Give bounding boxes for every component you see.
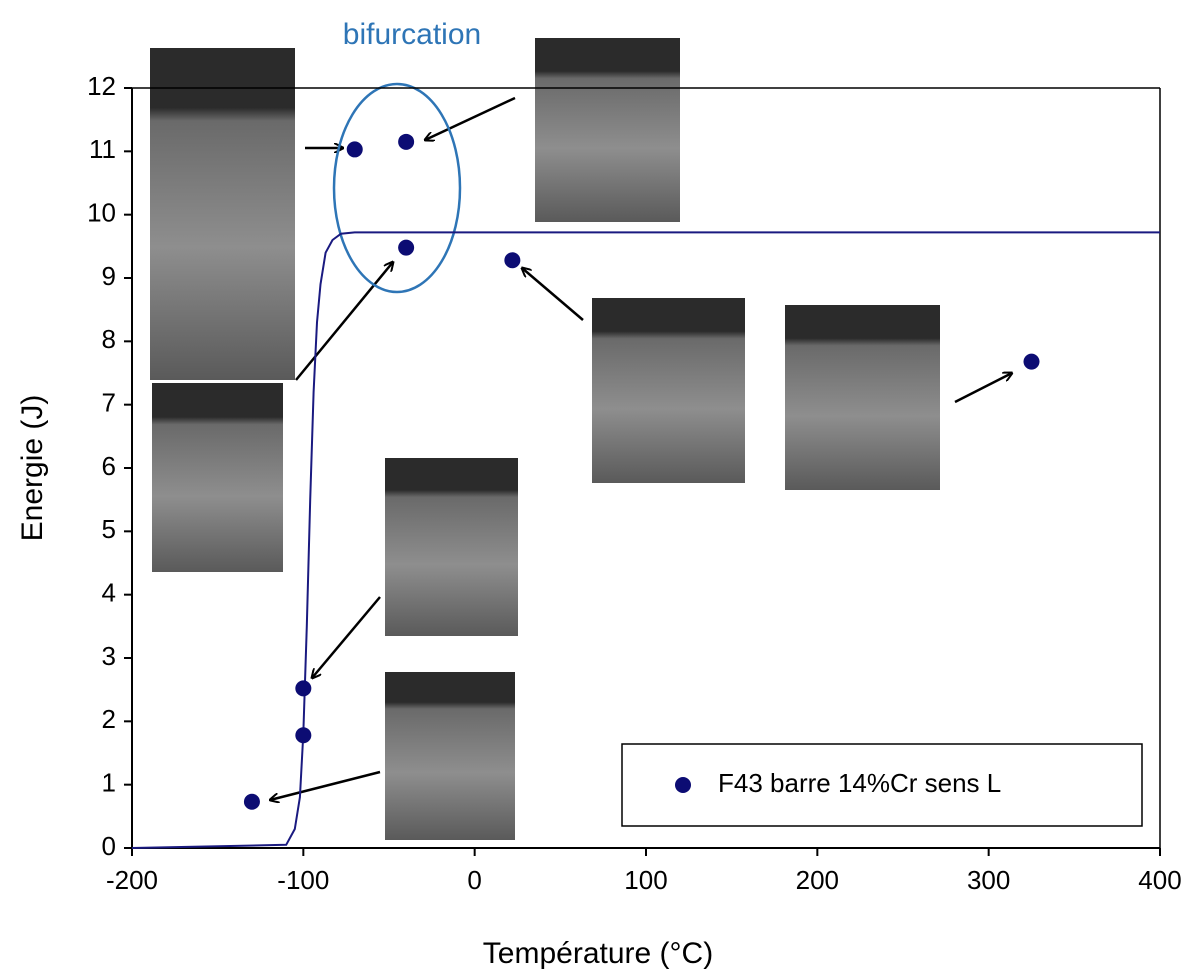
photo [592,298,745,483]
point [243,793,260,810]
y-tick-label: 9 [102,261,116,291]
y-tick-label: 3 [102,641,116,671]
legend-label: F43 barre 14%Cr sens L [718,768,1001,798]
photo [535,38,680,222]
x-tick-label: 300 [967,865,1010,895]
y-tick-label: 4 [102,578,116,608]
arrow [425,96,516,140]
x-tick-label: 0 [467,865,481,895]
fit-curve [131,231,1160,849]
point [398,133,415,150]
x-tick-label: -100 [277,865,329,895]
x-tick-label: -200 [106,865,158,895]
x-tick-label: 400 [1138,865,1181,895]
arrow [954,373,1012,404]
y-tick-label: 2 [102,704,116,734]
photo [785,305,940,490]
photo [385,672,515,840]
photo [150,48,295,380]
y-tick-label: 6 [102,451,116,481]
point [1023,353,1040,370]
photo [152,383,283,572]
point [504,252,521,269]
photo [385,458,518,636]
y-tick-label: 11 [89,134,116,164]
photos [150,38,940,840]
legend [621,743,1143,827]
y-tick-label: 0 [102,831,116,861]
point [295,680,312,697]
bifurcation-ellipse [332,82,462,294]
x-tick-label: 100 [624,865,667,895]
arrow [270,770,381,800]
x-tick-label: 200 [796,865,839,895]
y-tick-label: 12 [87,71,116,101]
legend-marker [675,777,691,793]
point [398,239,415,256]
y-tick-label: 1 [102,768,116,798]
x-axis-label: Température (°C) [483,937,713,970]
y-tick-label: 5 [102,514,116,544]
y-tick-label: 7 [102,388,116,418]
annotation: bifurcation [343,18,481,51]
y-tick-label: 10 [87,198,116,228]
arrows [270,96,1012,800]
point [346,141,363,158]
y-axis-label: Energie (J) [16,395,49,542]
arrow [295,262,393,381]
y-tick-label: 8 [102,324,116,354]
point [295,727,312,744]
arrow [312,596,381,678]
arrow [522,268,584,321]
